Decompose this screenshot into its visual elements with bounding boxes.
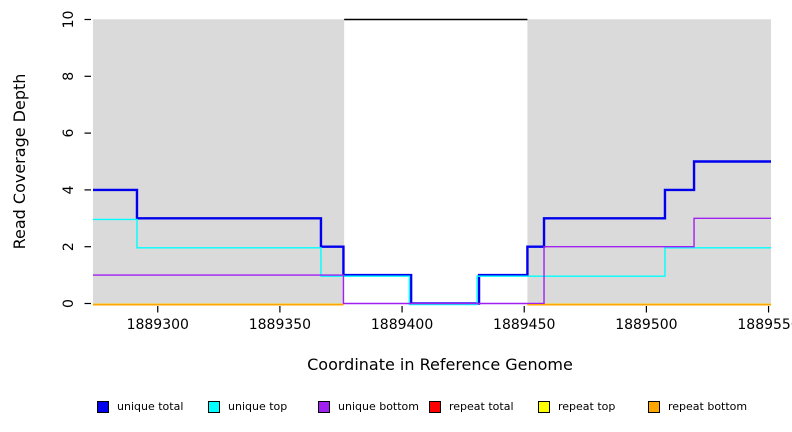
x-tick-label: 1889500 — [615, 317, 677, 333]
x-tick-label: 1889300 — [127, 317, 189, 333]
shaded-region — [93, 19, 345, 306]
series-unique-top-line — [93, 218, 771, 306]
series-unique-bottom-line — [93, 217, 771, 305]
y-tick-label: 10 — [61, 11, 77, 29]
y-tick-label: 2 — [61, 242, 77, 251]
y-tick-label: 8 — [61, 72, 77, 81]
x-tick-label: 1889400 — [371, 317, 433, 333]
y-tick-label: 4 — [61, 185, 77, 194]
series-unique-total-line — [93, 160, 771, 305]
y-tick-label: 0 — [61, 299, 77, 308]
y-tick-label: 6 — [61, 129, 77, 138]
x-tick-label: 1889350 — [249, 317, 311, 333]
y-axis-title: Read Coverage Depth — [10, 74, 29, 250]
x-tick-label: 1889450 — [493, 317, 555, 333]
x-axis-title: Coordinate in Reference Genome — [307, 355, 573, 374]
